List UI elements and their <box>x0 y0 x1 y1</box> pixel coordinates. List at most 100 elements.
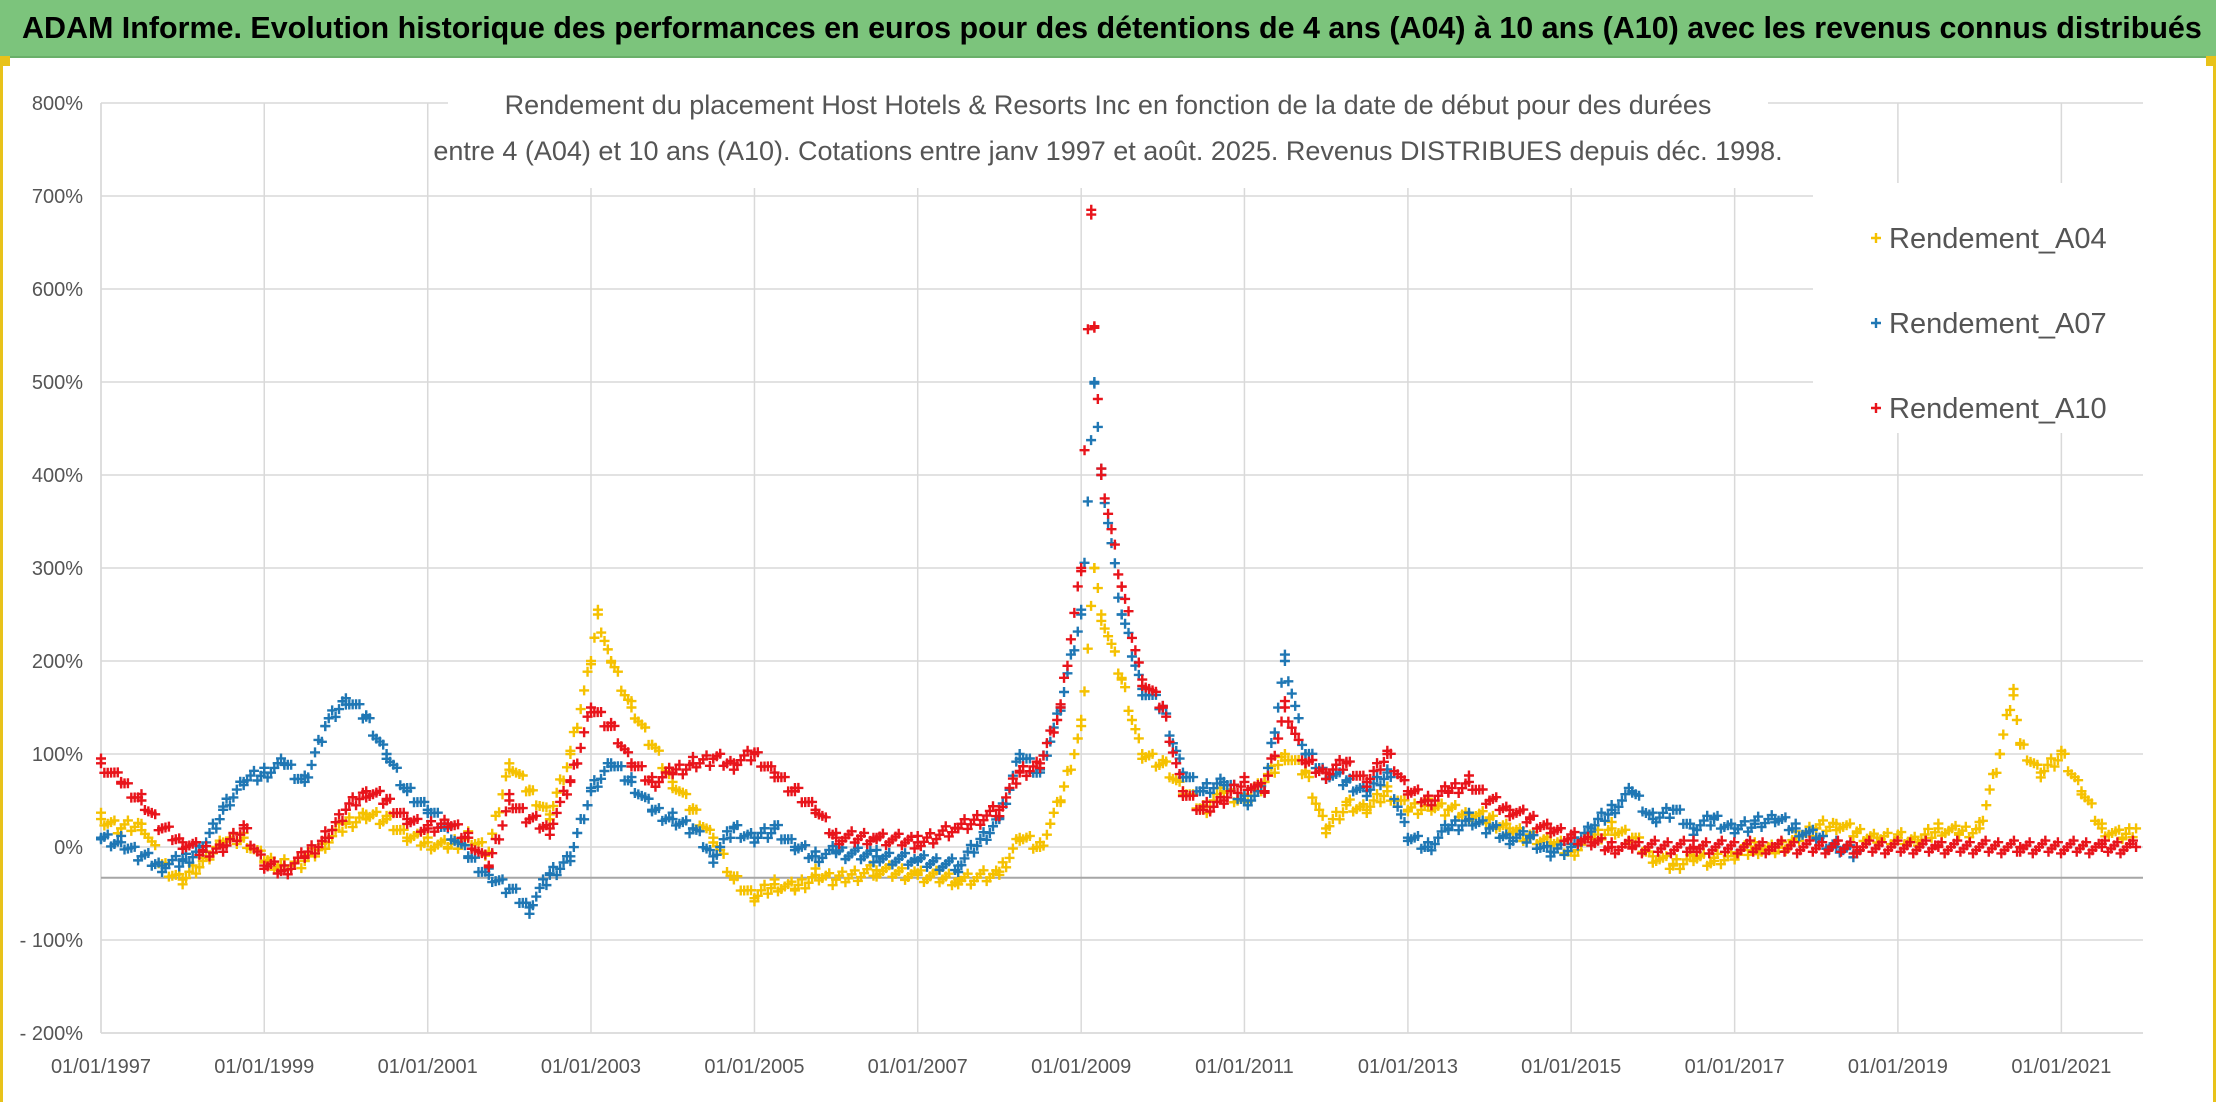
legend: Rendement_A04 Rendement_A07 Rendement_A10 <box>1813 183 2143 433</box>
data-point-marker <box>191 868 202 879</box>
data-point-marker <box>1757 837 1768 848</box>
data-point-marker <box>1582 831 1593 842</box>
data-point-marker <box>1671 854 1682 865</box>
data-point-marker <box>1368 795 1379 806</box>
data-point-marker <box>1004 852 1015 863</box>
data-point <box>810 804 821 815</box>
data-point <box>218 804 229 815</box>
data-point-marker <box>2005 704 2016 715</box>
data-point-marker <box>1069 607 1080 618</box>
data-point-marker <box>1103 518 1114 529</box>
data-point-marker <box>653 745 664 756</box>
data-point <box>1423 795 1434 806</box>
data-point-marker <box>1126 715 1137 725</box>
data-point-marker <box>534 882 545 893</box>
data-point-marker <box>1201 778 1212 789</box>
title-background <box>448 78 1768 188</box>
data-point-marker <box>351 800 362 811</box>
data-point-marker <box>1038 750 1049 761</box>
data-point-marker <box>2032 759 2043 770</box>
data-point <box>96 832 106 843</box>
data-point-marker <box>1876 837 1887 848</box>
x-tick-label: 01/01/2001 <box>378 1056 478 1078</box>
data-point-marker <box>1290 728 1301 739</box>
data-point <box>810 851 821 862</box>
data-point-marker <box>1832 835 1843 846</box>
data-point <box>1668 804 1679 815</box>
data-point-marker <box>1276 677 1287 688</box>
data-point-marker <box>1649 835 1660 846</box>
data-point-marker <box>1518 804 1529 815</box>
data-point-marker <box>1072 626 1083 637</box>
chart-title-block: Rendement du placement Host Hotels & Res… <box>433 78 1783 188</box>
data-point-marker <box>827 880 838 891</box>
data-point <box>483 860 494 871</box>
data-point-marker <box>548 800 559 811</box>
data-point <box>994 804 1005 815</box>
data-point-marker <box>1103 508 1114 519</box>
data-point-marker <box>1041 829 1052 840</box>
grid-layer <box>100 102 2143 1034</box>
data-point-marker <box>102 829 113 840</box>
data-point-marker <box>715 842 726 852</box>
data-point-marker <box>211 823 222 834</box>
data-point <box>871 851 882 862</box>
data-point-marker <box>1201 796 1212 807</box>
data-point <box>912 837 923 848</box>
data-point-marker <box>1024 830 1035 841</box>
data-point-marker <box>1123 705 1134 716</box>
data-point <box>1055 795 1066 806</box>
data-point-marker <box>1892 835 1903 846</box>
data-point-marker <box>1120 593 1131 604</box>
x-tick-label: 01/01/1997 <box>51 1056 151 1078</box>
data-point-marker <box>572 758 583 769</box>
data-point-marker <box>1661 803 1672 814</box>
data-point-marker <box>1113 569 1124 580</box>
data-point-marker <box>330 711 341 722</box>
data-point <box>116 776 127 787</box>
data-point-marker <box>766 761 777 772</box>
data-point <box>606 656 617 666</box>
data-point-marker <box>602 644 613 655</box>
data-point-marker <box>1307 792 1318 803</box>
legend-label: Rendement_A10 <box>1889 393 2107 425</box>
data-point-marker <box>1882 827 1893 838</box>
data-point-marker <box>972 810 983 821</box>
data-point-marker <box>1569 827 1580 838</box>
chart-title-line-2: entre 4 (A04) et 10 ans (A10). Cotations… <box>433 136 1782 166</box>
data-point-marker <box>1161 711 1172 722</box>
data-point-marker <box>174 861 185 872</box>
data-point-marker <box>1004 783 1015 793</box>
data-point-marker <box>1256 778 1267 789</box>
data-point <box>1831 818 1842 829</box>
data-point <box>157 860 168 871</box>
data-point-marker <box>643 793 654 804</box>
data-point-marker <box>1106 524 1117 535</box>
data-point-marker <box>824 868 835 879</box>
data-point-marker <box>575 742 586 753</box>
data-point-marker <box>572 828 583 838</box>
data-point-marker <box>2112 837 2123 848</box>
data-point-marker <box>1120 682 1131 693</box>
data-point <box>769 823 780 834</box>
data-point-marker <box>1864 835 1875 846</box>
x-tick-label: 01/01/2013 <box>1358 1056 1458 1078</box>
data-point-marker <box>1845 837 1856 848</box>
data-point-marker <box>884 847 895 858</box>
data-point-marker <box>1804 835 1815 846</box>
data-point-marker <box>228 792 239 803</box>
data-point <box>157 823 168 834</box>
data-point-marker <box>1399 795 1410 806</box>
data-point-marker <box>846 826 857 837</box>
data-point-marker <box>918 850 929 861</box>
data-point <box>565 749 576 759</box>
data-point <box>1463 776 1474 787</box>
data-point <box>626 758 637 769</box>
data-point <box>136 795 147 806</box>
data-point <box>1157 702 1168 713</box>
data-point <box>2117 832 2128 843</box>
data-point <box>442 818 453 829</box>
legend-marker <box>1871 318 1881 328</box>
data-point <box>238 776 249 787</box>
data-point-marker <box>378 739 389 750</box>
